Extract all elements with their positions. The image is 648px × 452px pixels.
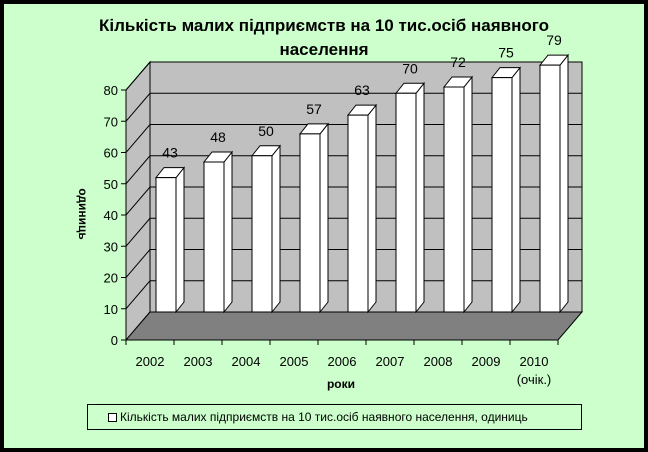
gridline — [125, 280, 582, 310]
data-label: 63 — [354, 82, 370, 98]
y-tick-label: 50 — [104, 177, 118, 192]
bar-side — [223, 150, 233, 314]
chart-title: Кількість малих підприємств на 10 тис.ос… — [99, 16, 549, 59]
gridline — [125, 217, 582, 247]
legend-swatch — [108, 413, 117, 422]
floor — [124, 311, 584, 341]
bar — [395, 92, 417, 313]
data-label: 72 — [450, 54, 466, 70]
x-tick-label: 2004 — [232, 354, 261, 369]
bar — [491, 77, 513, 313]
x-tick-label: 2009 — [472, 354, 501, 369]
x-tick-label: 2007 — [376, 354, 405, 369]
bar — [347, 114, 369, 313]
bar-side — [175, 166, 185, 314]
bar-side — [511, 66, 521, 314]
x-tick-label: 2003 — [184, 354, 213, 369]
y-tick-label: 40 — [104, 208, 118, 223]
y-tick-label: 80 — [104, 83, 118, 98]
y-tick-label: 60 — [104, 146, 118, 161]
x-tick-label: 2008 — [424, 354, 453, 369]
bar — [443, 86, 465, 313]
bar — [539, 64, 561, 313]
data-label: 57 — [306, 101, 322, 117]
x-tick-label: 2010 — [520, 354, 549, 369]
plot-area: 0 10 20 30 40 50 60 70 80 43 48 50 57 63 70 72 75 79 2002 2… — [76, 32, 584, 391]
legend[interactable]: Кількість малих підприємств на 10 тис.ос… — [87, 404, 582, 430]
y-tick-label: 10 — [104, 302, 118, 317]
gridline — [125, 61, 582, 91]
data-label: 50 — [258, 123, 274, 139]
x-axis-title: роки — [327, 377, 355, 391]
bar-side — [463, 75, 473, 314]
bar — [299, 133, 321, 313]
data-label: 43 — [162, 145, 178, 161]
data-label: 75 — [498, 45, 514, 61]
y-axis-title: одиниць — [76, 188, 90, 240]
legend-label: Кількість малих підприємств на 10 тис.ос… — [120, 410, 528, 424]
bar — [155, 177, 177, 313]
y-tick-label: 30 — [104, 239, 118, 254]
bar-side — [367, 103, 377, 314]
gridline — [125, 186, 582, 216]
bar — [203, 161, 225, 313]
bar-side — [415, 81, 425, 314]
bar-side — [271, 144, 281, 314]
data-label: 70 — [402, 60, 418, 76]
y-tick-label: 20 — [104, 271, 118, 286]
x-tick-label: 2002 — [136, 354, 165, 369]
x-tick-label: 2005 — [280, 354, 309, 369]
y-tick-label: 0 — [111, 333, 118, 348]
x-tick-sublabel: (очік.) — [517, 372, 552, 387]
data-label: 79 — [546, 32, 562, 48]
bar — [251, 155, 273, 313]
gridline — [125, 155, 582, 185]
gridline — [125, 92, 582, 122]
gridline — [125, 124, 582, 153]
x-tick-label: 2006 — [328, 354, 357, 369]
y-tick-label: 70 — [104, 114, 118, 129]
gridline — [125, 249, 582, 278]
bar-side — [559, 53, 569, 314]
bar-side — [319, 122, 329, 314]
data-label: 48 — [210, 129, 226, 145]
